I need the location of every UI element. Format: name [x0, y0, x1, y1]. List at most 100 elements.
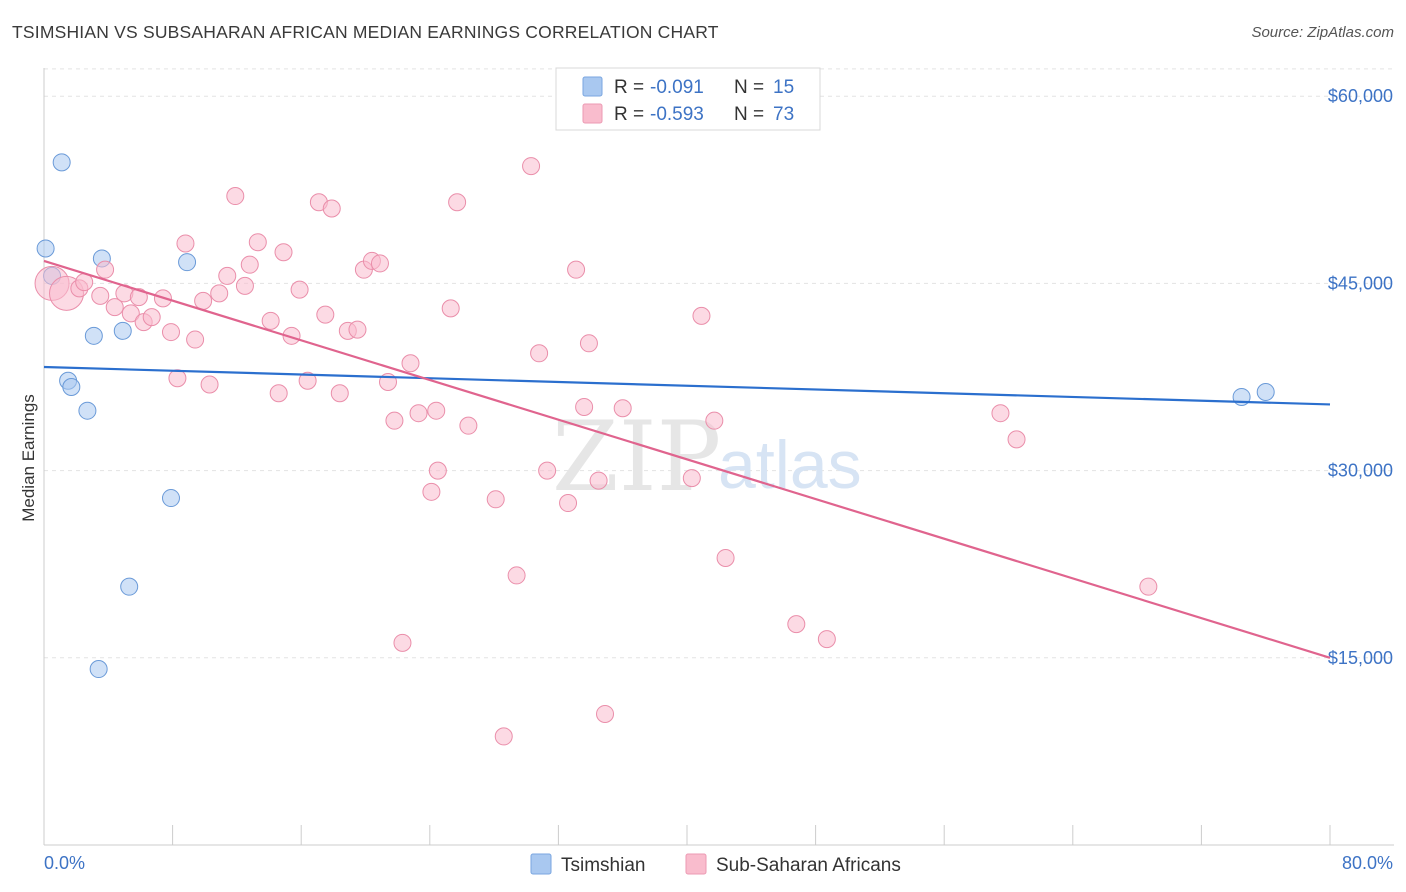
- point-subsaharan-48: [459, 416, 478, 435]
- watermark: ZIP atlas: [552, 401, 862, 513]
- legend-label-tsimshian: Tsimshian: [561, 855, 645, 876]
- point-subsaharan-30: [298, 371, 317, 390]
- stats-n-label-tsimshian: N =: [734, 77, 764, 98]
- trend-lines: [43, 259, 1331, 659]
- point-subsaharan-65: [787, 615, 806, 634]
- point-subsaharan-19: [210, 284, 229, 303]
- point-tsimshian-7: [89, 660, 108, 679]
- point-tsimshian-4: [62, 377, 81, 396]
- point-tsimshian-14: [1256, 382, 1275, 401]
- point-subsaharan-32: [316, 305, 335, 324]
- point-subsaharan-57: [575, 397, 594, 416]
- point-subsaharan-45: [428, 461, 447, 480]
- stats-r-value-tsimshian: -0.091: [650, 77, 704, 98]
- y-tick-label-3: $60,000: [1328, 86, 1393, 106]
- source-credit: Source: ZipAtlas.com: [1251, 24, 1394, 41]
- point-subsaharan-58: [579, 334, 598, 353]
- watermark-zip: ZIP: [552, 401, 721, 513]
- stats-n-value-tsimshian: 15: [773, 77, 794, 98]
- point-subsaharan-72: [613, 399, 632, 418]
- point-subsaharan-46: [441, 299, 460, 318]
- x-axis-ticks: [43, 825, 1331, 845]
- point-subsaharan-18: [200, 375, 219, 394]
- point-subsaharan-6: [105, 298, 124, 317]
- point-subsaharan-11: [142, 308, 161, 327]
- point-subsaharan-64: [716, 548, 735, 567]
- point-subsaharan-14: [168, 369, 187, 388]
- stats-box: R = -0.091 N = 15 R = -0.593 N = 73: [555, 67, 821, 131]
- trend-line-tsimshian: [43, 365, 1331, 406]
- point-subsaharan-24: [248, 233, 267, 252]
- legend-item-tsimshian[interactable]: Tsimshian: [530, 853, 645, 876]
- legend-item-subsaharan[interactable]: Sub-Saharan Africans: [685, 853, 901, 876]
- point-subsaharan-55: [559, 494, 578, 513]
- point-subsaharan-67: [991, 404, 1010, 423]
- point-subsaharan-56: [567, 260, 586, 279]
- point-subsaharan-39: [370, 254, 389, 273]
- stats-r-value-subsaharan: -0.593: [650, 104, 704, 125]
- gridlines: [44, 68, 1394, 659]
- stats-r-label-tsimshian: R =: [614, 77, 644, 98]
- point-subsaharan-9: [129, 288, 148, 307]
- point-subsaharan-63: [705, 411, 724, 430]
- point-subsaharan-13: [161, 323, 180, 342]
- stats-swatch-tsimshian: [582, 76, 603, 97]
- point-subsaharan-26: [269, 384, 288, 403]
- point-subsaharan-49: [486, 490, 505, 509]
- point-subsaharan-36: [348, 320, 367, 339]
- point-subsaharan-47: [448, 193, 467, 212]
- point-subsaharan-52: [522, 157, 541, 176]
- point-subsaharan-25: [261, 311, 280, 330]
- point-tsimshian-9: [113, 321, 132, 340]
- point-subsaharan-15: [176, 234, 195, 253]
- y-tick-label-1: $30,000: [1328, 461, 1393, 481]
- point-subsaharan-60: [596, 704, 615, 723]
- point-subsaharan-50: [494, 727, 513, 746]
- point-subsaharan-20: [218, 266, 237, 285]
- y-axis-title: Median Earnings: [19, 394, 38, 522]
- point-subsaharan-34: [330, 384, 349, 403]
- point-subsaharan-43: [409, 404, 428, 423]
- point-subsaharan-41: [385, 411, 404, 430]
- point-subsaharan-4: [91, 286, 110, 305]
- point-tsimshian-5: [78, 401, 97, 420]
- point-subsaharan-29: [290, 280, 309, 299]
- point-subsaharan-27: [274, 243, 293, 262]
- data-points: [34, 153, 1275, 746]
- trend-line-subsaharan: [43, 259, 1331, 659]
- point-subsaharan-17: [194, 291, 213, 310]
- point-subsaharan-23: [240, 255, 259, 274]
- y-tick-label-0: $15,000: [1328, 648, 1393, 668]
- point-subsaharan-51: [507, 566, 526, 585]
- point-subsaharan-8: [121, 304, 140, 323]
- x-tick-label-max: 80.0%: [1342, 853, 1393, 873]
- point-subsaharan-70: [393, 633, 412, 652]
- point-subsaharan-68: [1007, 430, 1026, 449]
- point-subsaharan-5: [96, 260, 115, 279]
- x-tick-label-min: 0.0%: [44, 853, 85, 873]
- point-subsaharan-61: [682, 469, 701, 488]
- point-subsaharan-33: [322, 199, 341, 218]
- point-tsimshian-11: [161, 489, 180, 508]
- stats-r-label-subsaharan: R =: [614, 104, 644, 125]
- point-tsimshian-12: [178, 253, 197, 272]
- point-subsaharan-42: [401, 354, 420, 373]
- point-subsaharan-44: [422, 482, 441, 501]
- y-tick-label-2: $45,000: [1328, 273, 1393, 293]
- point-subsaharan-22: [235, 276, 254, 295]
- stats-swatch-subsaharan: [582, 103, 603, 124]
- point-tsimshian-6: [84, 326, 103, 345]
- point-subsaharan-21: [226, 187, 245, 206]
- stats-n-value-subsaharan: 73: [773, 104, 794, 125]
- point-subsaharan-66: [817, 630, 836, 649]
- point-subsaharan-54: [538, 461, 557, 480]
- legend-label-subsaharan: Sub-Saharan Africans: [716, 855, 901, 876]
- point-tsimshian-10: [120, 577, 139, 596]
- point-subsaharan-62: [692, 306, 711, 325]
- point-subsaharan-71: [427, 401, 446, 420]
- legend-swatch-tsimshian: [530, 853, 552, 875]
- point-tsimshian-2: [52, 153, 71, 172]
- stats-n-label-subsaharan: N =: [734, 104, 764, 125]
- y-tick-labels: $15,000 $30,000 $45,000 $60,000: [1328, 86, 1393, 668]
